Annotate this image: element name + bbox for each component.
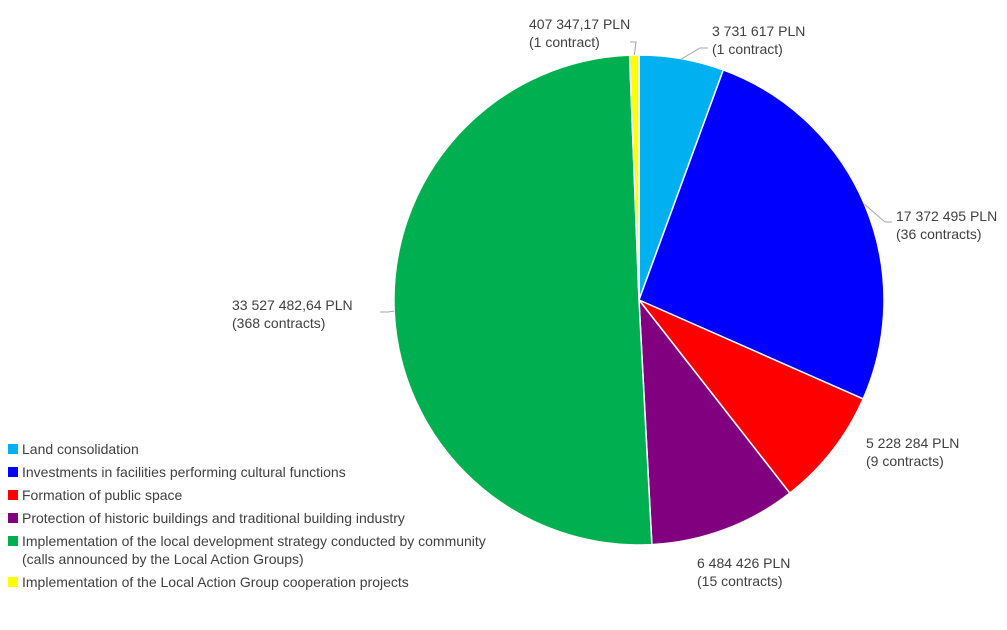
slice-lag-cooperation: [628, 54, 640, 301]
data-label-historic-buildings: 6 484 426 PLN (15 contracts): [697, 554, 790, 590]
slice-cultural-facilities: [638, 68, 885, 400]
legend-label: Implementation of the Local Action Group…: [22, 574, 409, 590]
data-label-count: (15 contracts): [697, 573, 783, 589]
leader-line: [681, 47, 708, 60]
legend-label: Formation of public space: [22, 487, 183, 503]
data-label-count: (9 contracts): [866, 453, 944, 469]
data-label-value: 17 372 495 PLN: [896, 208, 998, 224]
data-label-value: 6 484 426 PLN: [697, 555, 791, 571]
legend-label: Protection of historic buildings and tra…: [22, 510, 405, 526]
legend-item-cultural-facilities: Investments in facilities performing cul…: [8, 463, 486, 481]
legend-label: Land consolidation: [22, 441, 139, 457]
legend-label: Investments in facilities performing cul…: [22, 464, 346, 480]
legend-swatch: [8, 513, 18, 523]
data-label-value: 3 731 617 PLN: [712, 23, 806, 39]
legend-swatch: [8, 490, 18, 500]
legend-item-local-development: Implementation of the local development …: [8, 532, 486, 568]
data-label-local-development: 33 527 482,64 PLN (368 contracts): [232, 296, 353, 332]
legend-item-historic-buildings: Protection of historic buildings and tra…: [8, 509, 486, 527]
pie-slices: [393, 54, 885, 546]
data-label-lag-cooperation: 407 347,17 PLN (1 contract): [529, 15, 630, 51]
legend-item-land-consolidation: Land consolidation: [8, 440, 486, 458]
leader-lines: [380, 41, 892, 313]
legend-item-lag-cooperation: Implementation of the Local Action Group…: [8, 573, 486, 591]
slice-historic-buildings: [638, 297, 791, 546]
data-label-value: 5 228 284 PLN: [866, 435, 960, 451]
legend-swatch: [8, 467, 18, 477]
data-label-count: (1 contract): [529, 34, 600, 50]
data-label-value: 33 527 482,64 PLN: [232, 297, 353, 313]
legend: Land consolidation Investments in facili…: [8, 440, 486, 596]
data-label-count: (368 contracts): [232, 315, 326, 331]
data-label-land-consolidation: 3 731 617 PLN (1 contract): [712, 22, 805, 58]
legend-item-public-space: Formation of public space: [8, 486, 486, 504]
legend-swatch: [8, 536, 18, 546]
legend-label: Implementation of the local development …: [22, 533, 486, 567]
data-label-count: (1 contract): [712, 41, 783, 57]
data-label-cultural-facilities: 17 372 495 PLN (36 contracts): [896, 207, 997, 243]
data-label-public-space: 5 228 284 PLN (9 contracts): [866, 434, 959, 470]
legend-swatch: [8, 577, 18, 587]
data-label-count: (36 contracts): [896, 226, 982, 242]
leader-line: [864, 203, 892, 223]
data-label-value: 407 347,17 PLN: [529, 16, 631, 32]
leader-line: [630, 41, 637, 56]
leader-line: [380, 310, 395, 313]
legend-swatch: [8, 444, 18, 454]
slice-public-space: [638, 299, 865, 495]
